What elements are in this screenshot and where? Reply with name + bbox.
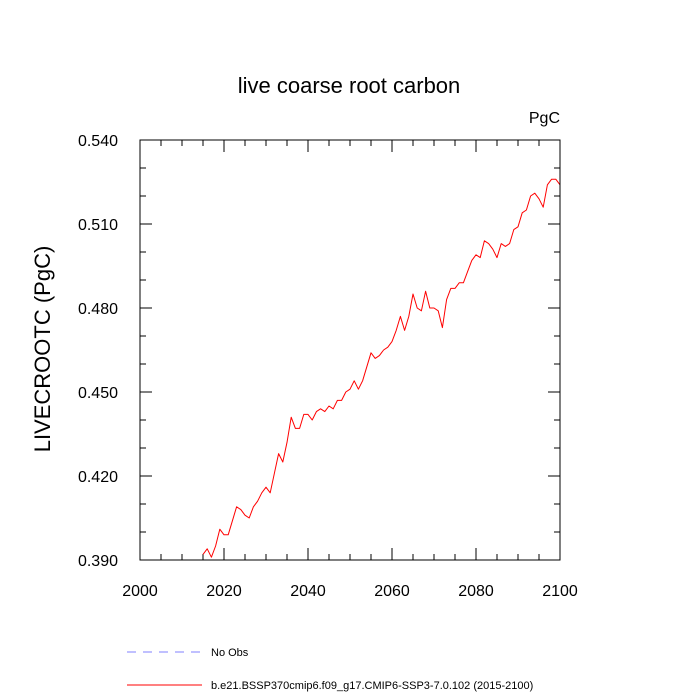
y-tick-label: 0.480 (78, 301, 118, 318)
y-tick-label: 0.420 (78, 469, 118, 486)
legend-label-model-run: b.e21.BSSP370cmip6.f09_g17.CMIP6-SSP3-7.… (211, 680, 533, 692)
y-axis-label: LIVECROOTC (PgC) (30, 246, 55, 453)
series-line-0 (202, 178, 561, 558)
x-tick-label: 2100 (542, 583, 578, 600)
x-tick-label: 2040 (290, 583, 326, 600)
axis-ticks (139, 139, 561, 561)
tick-labels: 2000 2020 2040 2060 2080 2100 0.390 0.420 0.450 0… (78, 133, 578, 600)
chart-title: live coarse root carbon (238, 73, 461, 98)
legend: No Obs b.e21.BSSP370cmip6.f09_g17.CMIP6-… (127, 647, 533, 692)
units-label: PgC (529, 110, 560, 127)
plot-frame (139, 139, 561, 561)
y-tick-label: 0.390 (78, 553, 118, 570)
y-tick-label: 0.540 (78, 133, 118, 150)
y-tick-label: 0.450 (78, 385, 118, 402)
x-tick-label: 2000 (122, 583, 158, 600)
legend-label-no-obs: No Obs (211, 647, 249, 659)
x-tick-label: 2020 (206, 583, 242, 600)
series-layer (202, 178, 561, 558)
x-tick-label: 2080 (458, 583, 494, 600)
x-tick-label: 2060 (374, 583, 410, 600)
y-tick-label: 0.510 (78, 217, 118, 234)
